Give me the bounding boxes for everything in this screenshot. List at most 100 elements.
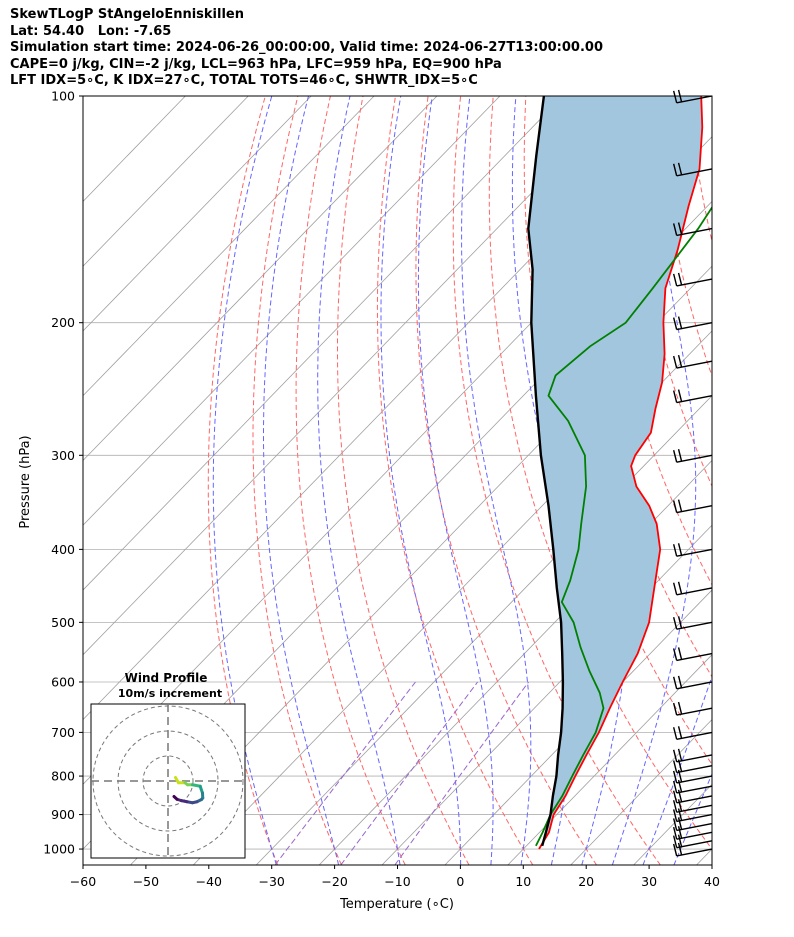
wind-barb-flag [672,500,678,513]
wind-barb-flag [677,675,683,689]
axes: −60 −50 −40 −30 −20 −10 0 10 20 30 40 100 200 300 400 5… [43,89,720,890]
dry-adiabat-line [337,96,470,865]
dry-adiabat-line [295,96,406,865]
dry-adiabat-line [376,96,534,865]
wind-barb-staff [676,795,713,804]
wind-barb-flag [672,648,678,661]
wind-barb-flag [672,749,678,762]
wind-barb [672,726,713,740]
wind-barb-staff [676,278,713,287]
wind-barb-flag [672,90,678,104]
y-tick-label: 800 [51,769,75,784]
moist-adiabat-line [611,96,697,865]
wind-barb-staff [676,168,713,177]
isotherm-line [83,96,249,267]
wind-barb-staff [676,831,713,840]
wind-barb-staff [676,707,713,716]
wind-barb-flag [672,544,678,557]
wind-barb-flag [677,543,683,556]
dry-adiabat-line [252,96,342,865]
isotherm-line [570,718,712,865]
dry-adiabat-line [754,96,794,865]
wind-barb-flag [672,617,678,630]
wind-barb [672,675,713,690]
wind-barbs [672,89,713,857]
wind-barb [672,543,713,557]
wind-barb-flag [672,273,678,287]
wind-barb-flag [677,354,683,368]
x-tick-label: −10 [384,874,410,889]
wind-barb-staff [676,775,713,784]
moist-adiabat-line [317,96,401,865]
wind-barb-staff [676,454,713,463]
wind-barb [672,808,713,823]
y-tick-label: 100 [51,89,75,104]
x-tick-label: −30 [259,874,285,889]
wind-barb-staff [676,785,713,794]
wind-barb-flag [672,760,678,773]
dry-adiabat-line [207,96,279,865]
isotherm-line [83,96,438,462]
dry-adiabat-line [786,96,794,865]
wind-barb [672,449,713,463]
x-tick-label: 20 [578,874,594,889]
wind-barb-flag [677,316,683,329]
wind-barb-flag [677,726,683,739]
wind-barb-flag [677,808,683,821]
wind-barb [672,748,713,763]
wind-barb-flag [677,616,683,629]
wind-barb-staff [676,95,713,104]
wind-barb-staff [676,394,713,404]
hodograph-inset: Wind Profile 10m/s increment [90,671,246,859]
hodograph-subtitle: 10m/s increment [118,687,222,700]
wind-barb-staff [676,848,713,857]
convection-params-line: CAPE=0 j/kg, CIN=-2 j/kg, LCL=963 hPa, L… [10,56,502,72]
wind-barb-flag [672,818,678,831]
cape-shading [528,96,703,846]
wind-barb [672,354,713,369]
wind-barb-flag [677,647,683,660]
mixing-ratio-line [394,681,530,865]
y-tick-label: 700 [51,725,75,740]
wind-barb-flag [672,163,678,177]
isotherm-line [83,96,501,526]
dry-adiabat-line [452,96,661,865]
wind-barb [672,842,713,857]
mixing-ratio-line [340,681,478,865]
x-tick-label: −60 [70,874,96,889]
isotherm-line [696,848,712,865]
x-tick-label: 10 [515,874,531,889]
wind-barb [672,499,713,514]
chart-title: SkewTLogP StAngeloEnniskillen [10,7,244,22]
wind-barb-flag [672,835,678,848]
x-axis-label: Temperature (∘C) [339,897,454,912]
wind-barb [672,616,713,630]
wind-barb-flag [672,582,678,595]
hodograph-plot [91,704,245,858]
hodograph-segment [172,795,179,801]
y-axis-label: Pressure (hPa) [18,435,33,528]
wind-barb-flag [677,499,683,512]
wind-barb [672,826,713,840]
wind-barb-staff [676,548,713,557]
wind-barb-flag [672,790,678,803]
temperature-line [538,96,704,850]
chart-header: SkewTLogP StAngeloEnniskillen Lat: 54.40 … [10,7,603,90]
wind-barb-flag [672,770,678,784]
wind-barb [672,701,713,716]
wind-barb-flag [672,809,678,822]
dry-adiabat-line [721,96,794,865]
wind-barb-flag [672,449,678,463]
wind-barb-staff [676,652,713,662]
isotherm-line [83,96,564,591]
wind-barb-flag [672,843,678,857]
wind-barb-flag [672,780,678,794]
wind-barb-flag [672,826,678,840]
wind-barb-flag [677,581,683,594]
wind-barb-flag [672,390,678,403]
x-tick-label: 40 [704,874,720,889]
isotherm-line [318,459,712,865]
isotherm-line [130,265,712,865]
y-tick-label: 1000 [43,842,75,857]
